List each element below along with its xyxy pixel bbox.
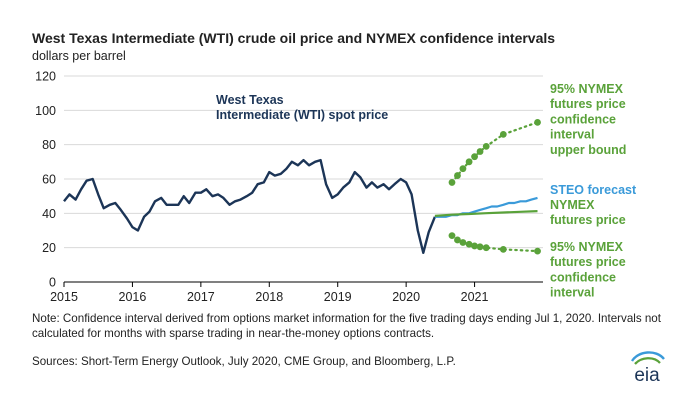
series-label: interval — [550, 128, 594, 142]
data-point — [448, 232, 456, 240]
y-tick-label: 80 — [42, 138, 56, 152]
x-tick-label: 2016 — [119, 290, 147, 304]
chart-sources: Sources: Short-Term Energy Outlook, July… — [32, 355, 456, 368]
logo-text: eia — [634, 365, 660, 386]
series-label: West Texas — [216, 93, 284, 107]
data-point — [471, 242, 478, 250]
chart-title: West Texas Intermediate (WTI) crude oil … — [32, 30, 556, 46]
data-point — [476, 243, 484, 251]
axes: 0 20 40 60 80 100 120 2015 2016 2017 2018 2019 2020 2… — [35, 70, 543, 304]
x-tick-label: 2018 — [255, 290, 283, 304]
y-axis-unit-label: dollars per barrel — [32, 49, 126, 63]
x-tick-label: 2015 — [50, 290, 78, 304]
wti-price-chart: 0 20 40 60 80 100 120 2015 2016 2017 2018 2019 2020 2… — [35, 70, 637, 305]
y-tick-label: 20 — [42, 241, 56, 255]
data-point — [476, 148, 484, 155]
y-tick-label: 120 — [35, 70, 56, 84]
eia-logo: eia — [630, 351, 665, 386]
data-point — [499, 130, 507, 138]
data-point — [465, 158, 473, 166]
series-label: STEO forecast — [550, 183, 637, 197]
x-tick-label: 2020 — [392, 290, 420, 304]
logo-arc-blue — [630, 351, 665, 362]
series-line-0 — [63, 158, 437, 255]
series-label: futures price — [550, 213, 626, 227]
series-label: confidence — [550, 112, 616, 126]
series-label: 95% NYMEX — [550, 82, 624, 96]
data-point — [454, 172, 461, 179]
series-label: 95% NYMEX — [550, 240, 624, 254]
logo-arc-green — [634, 357, 661, 365]
series-label: futures price — [550, 255, 626, 269]
y-tick-label: 60 — [42, 173, 56, 187]
x-tick-label: 2017 — [187, 290, 215, 304]
x-tick-label: 2021 — [461, 290, 489, 304]
series-label: confidence — [550, 270, 616, 284]
y-tick-label: 40 — [42, 207, 56, 221]
x-tick-label: 2019 — [324, 290, 352, 304]
data-point — [482, 244, 490, 252]
series-label: upper bound — [550, 143, 626, 157]
series-label: Intermediate (WTI) spot price — [216, 108, 388, 122]
data-point — [471, 153, 478, 161]
series-line-3 — [450, 121, 539, 184]
series-label: NYMEX — [550, 198, 595, 212]
data-point — [448, 179, 456, 186]
data-point — [534, 247, 541, 255]
data-point — [534, 118, 541, 126]
data-point — [459, 239, 467, 246]
data-series — [63, 118, 541, 255]
series-line-2 — [434, 210, 538, 217]
y-tick-label: 100 — [35, 104, 56, 118]
data-point — [459, 165, 467, 173]
data-point — [499, 245, 507, 253]
data-point — [454, 236, 461, 244]
y-tick-label: 0 — [49, 276, 56, 290]
series-label: interval — [550, 286, 594, 300]
data-point — [465, 240, 473, 248]
chart-note: Note: Confidence interval derived from o… — [32, 312, 661, 340]
data-point — [482, 142, 490, 150]
series-label: futures price — [550, 97, 626, 111]
